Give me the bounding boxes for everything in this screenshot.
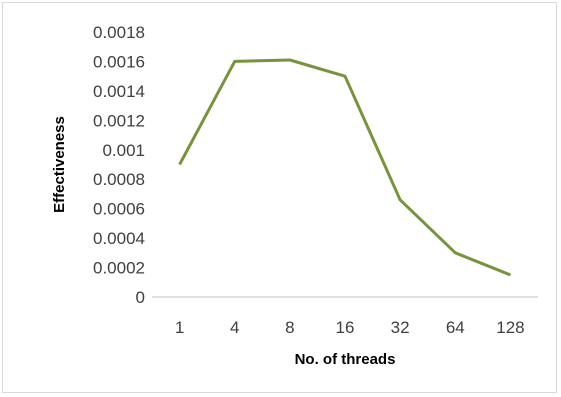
y-tick-label: 0.0014 [93,82,145,101]
x-axis-title: No. of threads [295,351,396,368]
x-tick-label: 128 [496,318,524,337]
x-tick-label: 32 [391,318,410,337]
y-tick-label: 0.0018 [93,23,145,42]
y-tick-label: 0.0016 [93,52,145,71]
series-line [180,60,511,275]
x-tick-label: 4 [230,318,239,337]
x-tick-label: 1 [175,318,184,337]
x-tick-label: 16 [336,318,355,337]
y-tick-label: 0.0006 [93,200,145,219]
x-tick-label: 8 [285,318,294,337]
y-tick-label: 0.0004 [93,229,145,248]
y-tick-label: 0.001 [102,141,145,160]
y-tick-label: 0 [136,288,145,307]
y-tick-label: 0.0008 [93,170,145,189]
y-axis-title: Effectiveness [51,116,68,213]
y-tick-label: 0.0012 [93,111,145,130]
x-axis-ticks: 1 4 8 16 32 64 128 [175,318,525,337]
y-axis-ticks: 0 0.0002 0.0004 0.0006 0.0008 0.001 0.0012 0.00… [93,23,145,307]
y-tick-label: 0.0002 [93,259,145,278]
x-tick-label: 64 [446,318,465,337]
